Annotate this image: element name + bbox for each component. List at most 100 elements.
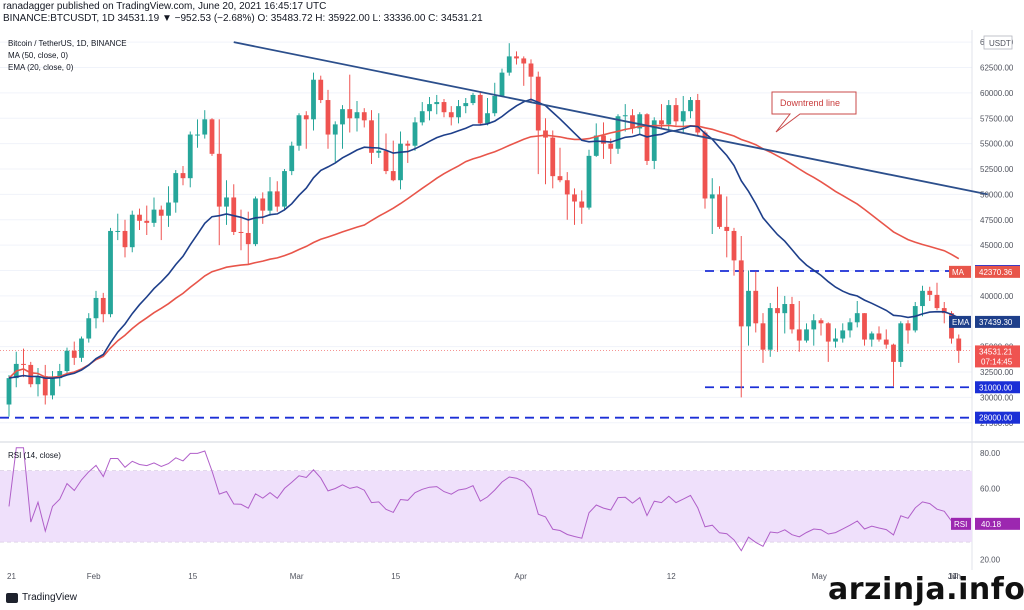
rsi-tick-label: 80.00 <box>980 449 1001 458</box>
candle-body <box>891 344 896 362</box>
candle-body <box>804 329 809 341</box>
candle-body <box>477 94 483 124</box>
candle-body <box>86 318 92 339</box>
candle-body <box>789 304 795 330</box>
candle-body <box>709 194 715 199</box>
candle-body <box>680 111 686 122</box>
candle-body <box>144 220 150 223</box>
candle-body <box>528 63 534 77</box>
candle-body <box>115 230 121 232</box>
price-tick-label: 60000.00 <box>980 89 1014 98</box>
legend-ma: MA (50, close, 0) <box>8 51 68 60</box>
candle-body <box>514 56 519 59</box>
price-tag-countdown: 07:14:45 <box>981 357 1013 366</box>
candle-body <box>499 72 505 96</box>
candle-body <box>912 306 918 331</box>
candle-body <box>325 100 331 135</box>
candle-body <box>202 119 208 135</box>
candle-body <box>195 134 200 136</box>
candle-body <box>151 209 157 223</box>
candle-body <box>434 102 440 105</box>
tradingview-label: TradingView <box>22 592 78 603</box>
candle-body <box>927 290 933 295</box>
time-tick-label: 21 <box>7 572 16 581</box>
price-tick-label: 40000.00 <box>980 292 1014 301</box>
candle-body <box>412 122 418 146</box>
candle-body <box>347 109 353 119</box>
candle-body <box>100 297 106 315</box>
price-tag-value: 34531.21 <box>979 347 1013 356</box>
tradingview-logo[interactable]: TradingView <box>6 592 77 603</box>
price-tag-value: 42370.36 <box>979 268 1013 277</box>
candle-body <box>717 194 722 227</box>
candle-body <box>137 214 142 221</box>
time-tick-label: Mar <box>290 572 304 581</box>
candle-body <box>862 313 867 340</box>
price-tag-box <box>975 381 1020 394</box>
candle-body <box>57 371 63 379</box>
price-pane <box>0 26 972 442</box>
candle-body <box>688 100 693 112</box>
candle-body <box>659 120 664 125</box>
support-resistance-levels <box>0 270 972 419</box>
publisher-line: ranadagger published on TradingView.com,… <box>3 1 327 12</box>
candle-body <box>470 94 476 104</box>
price-tick-label: 50000.00 <box>980 190 1014 199</box>
candle-body <box>796 329 802 341</box>
candle-body <box>463 103 469 107</box>
candle-body <box>166 202 171 216</box>
candle-body <box>209 119 215 154</box>
price-axis[interactable]: 27500.0030000.0032500.0035000.0037500.00… <box>980 38 1014 564</box>
rsi-tag-box <box>975 517 1020 530</box>
candle-body <box>354 112 360 119</box>
downtrend-label: Downtrend line <box>780 98 840 108</box>
candle-body <box>738 260 744 327</box>
candle-body <box>506 56 512 73</box>
candle-body <box>840 330 846 339</box>
candle-body <box>666 105 672 125</box>
ma-line <box>8 124 960 379</box>
candle-body <box>847 322 853 331</box>
candle-body <box>782 304 788 314</box>
time-tick-label: 15 <box>391 572 400 581</box>
price-tag-value: 28000.00 <box>979 414 1013 423</box>
candle-body <box>93 297 99 319</box>
price-tag-box <box>975 411 1020 424</box>
candle-body <box>71 350 77 358</box>
candle-body <box>419 111 425 123</box>
downtrend-callout: Downtrend line <box>771 91 857 133</box>
candle-body <box>521 58 527 64</box>
candle-body <box>753 290 759 324</box>
price-tick-label: 52500.00 <box>980 165 1014 174</box>
candle-body <box>579 201 585 208</box>
candle-body <box>601 135 606 144</box>
price-tick-label: 55000.00 <box>980 140 1014 149</box>
candle-body <box>485 113 490 124</box>
candle-body <box>898 323 904 362</box>
candle-body <box>180 173 186 179</box>
candle-body <box>586 155 592 208</box>
candle-body <box>296 115 302 146</box>
rsi-tick-label: 20.00 <box>980 556 1001 565</box>
candle-body <box>456 106 461 118</box>
candle-body <box>767 308 773 350</box>
price-tag-box <box>975 315 1020 328</box>
time-tick-label: Jun <box>948 572 961 581</box>
series-tag-label: MA <box>952 268 965 277</box>
candle-body <box>543 130 548 138</box>
candle-body <box>35 376 41 385</box>
price-tick-label: 45000.00 <box>980 241 1014 250</box>
candle-body <box>941 308 947 314</box>
price-tick-label: 47500.00 <box>980 216 1014 225</box>
candle-body <box>318 79 324 101</box>
candle-body <box>405 143 411 146</box>
rsi-series-label: RSI <box>954 520 967 529</box>
candle-body <box>673 105 679 122</box>
candle-body <box>108 230 113 315</box>
candle-body <box>289 145 295 172</box>
candle-body <box>731 230 737 261</box>
candle-body <box>818 320 824 324</box>
candle-body <box>129 214 135 248</box>
